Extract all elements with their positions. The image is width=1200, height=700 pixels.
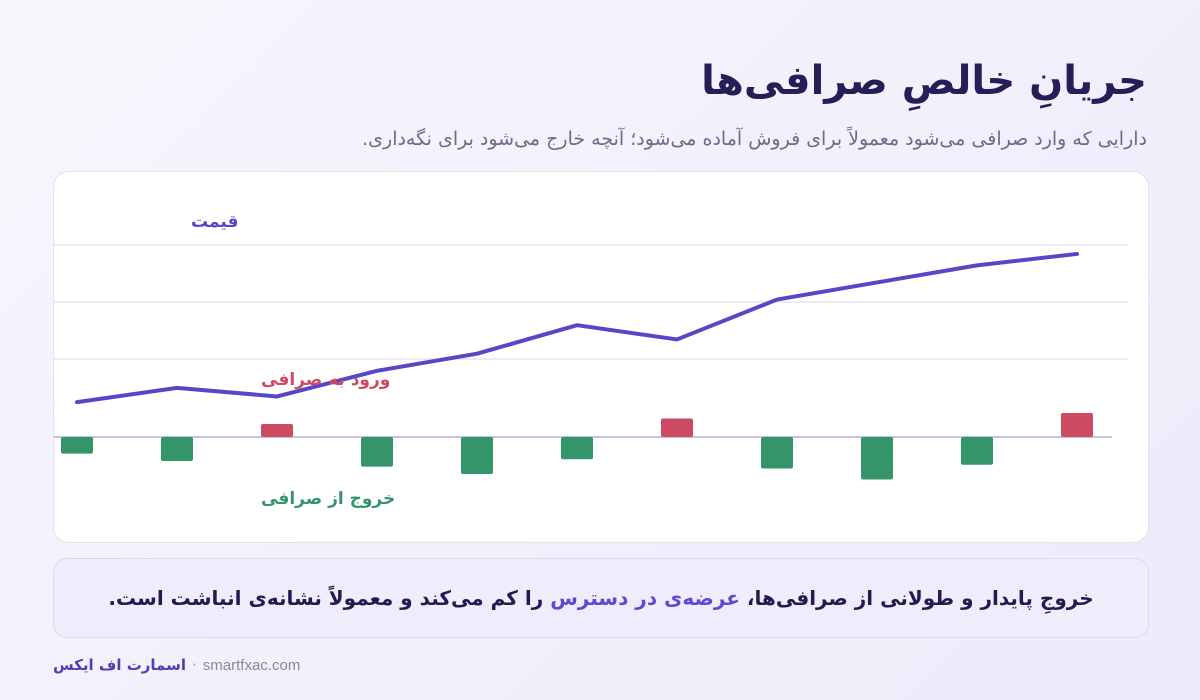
footer: اسمارت اف ایکس · smartfxac.com: [53, 656, 300, 674]
outflow-bar: [861, 437, 893, 480]
price-series-label: قیمت: [191, 212, 238, 232]
outflow-bar: [961, 437, 993, 465]
inflow-bar: [261, 424, 293, 437]
brand-name: اسمارت اف ایکس: [53, 656, 187, 674]
page-title: جریانِ خالصِ صرافی‌ها: [701, 58, 1147, 104]
site-url: smartfxac.com: [202, 656, 301, 674]
price-line: [75, 251, 1079, 405]
callout-highlight: عرضه‌ی در دسترس: [550, 586, 740, 610]
net-flow-chart: قیمت ورود به صرافی خروج از صرافی: [54, 212, 1128, 509]
callout-text-after: را کم می‌کند و معمولاً نشانه‌ی انباشت اس…: [108, 586, 551, 610]
outflow-bar: [461, 437, 493, 474]
chart-card: قیمت ورود به صرافی خروج از صرافی: [53, 171, 1149, 543]
inflow-bar: [1061, 412, 1093, 437]
outflow-bar: [561, 437, 593, 460]
page-subtitle: دارایی که وارد صرافی می‌شود معمولاً برای…: [362, 128, 1147, 150]
footer-separator: ·: [192, 656, 197, 674]
outflow-bar: [761, 437, 793, 469]
outflow-legend-label: خروج از صرافی: [261, 489, 395, 509]
outflow-bar: [161, 437, 193, 462]
outflow-bar: [361, 437, 393, 467]
inflow-legend-label: ورود به صرافی: [261, 370, 390, 390]
callout-text: خروجِ پایدار و طولانی از صرافی‌ها، عرضه‌…: [108, 586, 1093, 610]
outflow-bar: [61, 437, 93, 454]
callout-text-before: خروجِ پایدار و طولانی از صرافی‌ها،: [739, 586, 1094, 610]
insight-callout: خروجِ پایدار و طولانی از صرافی‌ها، عرضه‌…: [53, 558, 1149, 638]
inflow-bar: [661, 418, 693, 437]
